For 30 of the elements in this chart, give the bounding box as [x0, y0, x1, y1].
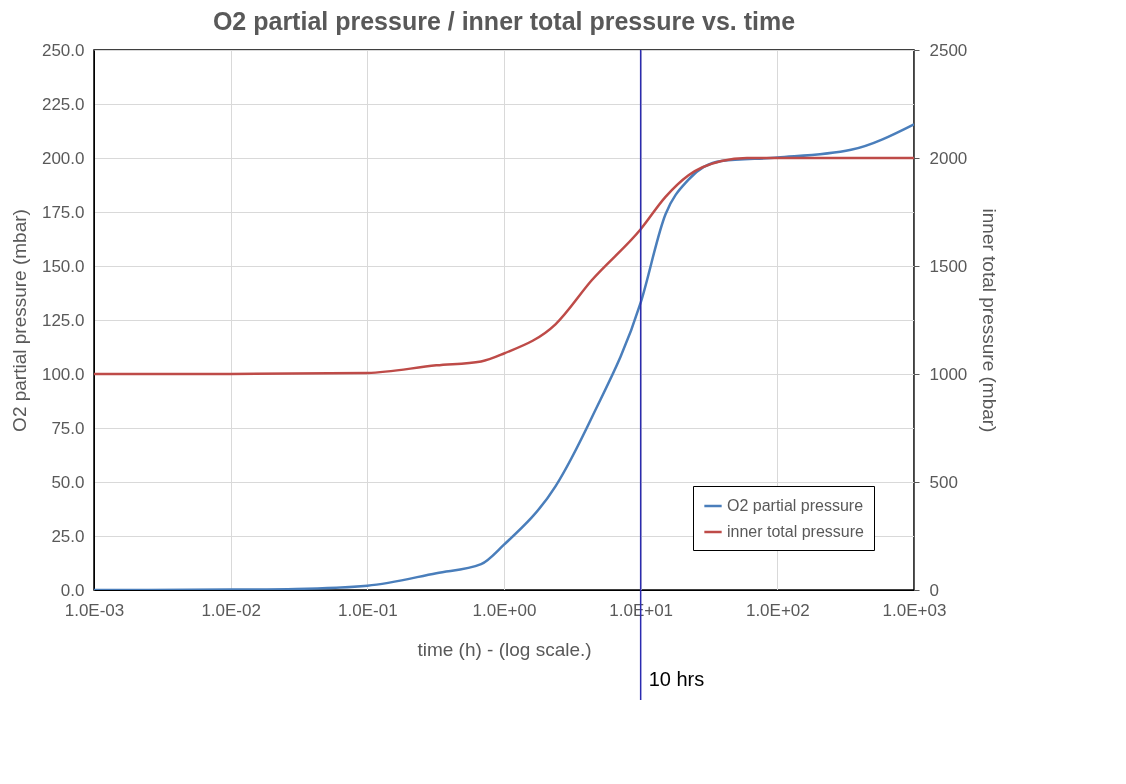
chart-title: O2 partial pressure / inner total pressure vs. time — [212, 7, 796, 35]
y-tick-label: 250.0 — [41, 40, 85, 60]
x-axis-title: time (h) - (log scale.) — [417, 638, 592, 660]
y-tick-label: 25.0 — [51, 526, 85, 546]
y-tick-label: 0.0 — [60, 580, 85, 600]
y-tick-label: 100.0 — [41, 364, 85, 384]
x-tick-label: 1.0E-03 — [64, 600, 125, 620]
y2-tick-label: 2000 — [929, 148, 968, 168]
ref-line-label: 10 hrs — [648, 668, 705, 690]
y2-tick-label: 1000 — [929, 364, 968, 384]
y-tick-label: 50.0 — [51, 472, 85, 492]
legend-label: O2 partial pressure — [727, 497, 864, 514]
x-tick-label: 1.0E+02 — [745, 600, 810, 620]
y2-tick-label: 2500 — [929, 40, 968, 60]
x-tick-label: 1.0E-02 — [201, 600, 261, 620]
y2-tick-label: 500 — [929, 472, 958, 492]
y2-tick-label: 0 — [929, 580, 939, 600]
y-tick-label: 125.0 — [41, 310, 85, 330]
y-axis-title: O2 partial pressure (mbar) — [8, 209, 30, 432]
y2-axis-title: inner total pressure (mbar) — [979, 208, 1001, 433]
legend-label: inner total pressure — [727, 523, 865, 540]
y-tick-label: 225.0 — [41, 94, 85, 114]
y-tick-label: 175.0 — [41, 202, 85, 222]
y2-tick-label: 1500 — [929, 256, 968, 276]
y-tick-label: 75.0 — [51, 418, 85, 438]
x-tick-label: 1.0E+00 — [472, 600, 537, 620]
y-tick-label: 150.0 — [41, 256, 85, 276]
x-tick-label: 1.0E+03 — [882, 600, 947, 620]
x-tick-label: 1.0E-01 — [338, 600, 398, 620]
y-tick-label: 200.0 — [41, 148, 85, 168]
